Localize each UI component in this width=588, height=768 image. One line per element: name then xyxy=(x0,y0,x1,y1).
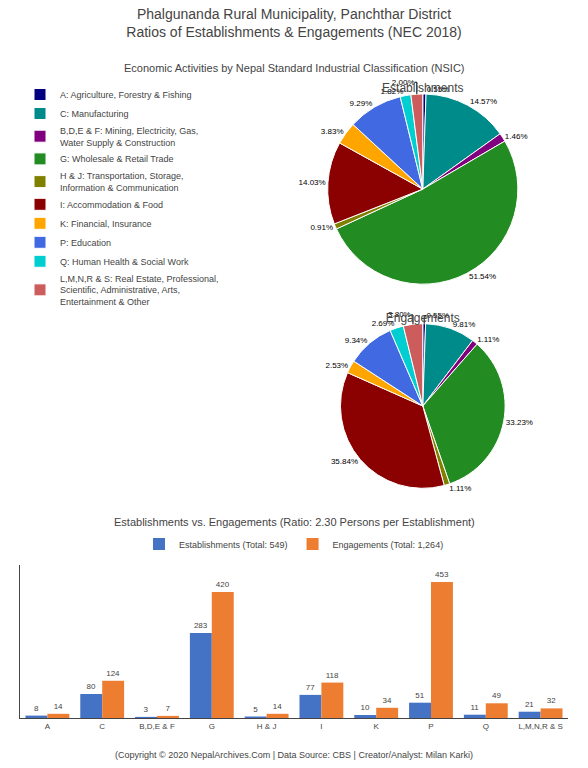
svg-text:9.34%: 9.34% xyxy=(345,336,368,345)
svg-text:1.82%: 1.82% xyxy=(381,87,404,96)
svg-text:Q: Human Health & Social Work: Q: Human Health & Social Work xyxy=(60,257,189,267)
svg-text:L,M,N,R & S: Real Estate, Prof: L,M,N,R & S: Real Estate, Professional,S… xyxy=(60,274,219,307)
svg-text:51: 51 xyxy=(415,691,424,700)
svg-text:G: G xyxy=(209,722,215,731)
svg-text:P: Education: P: Education xyxy=(60,238,111,248)
svg-text:283: 283 xyxy=(194,621,208,630)
svg-text:B,D,E & F: Mining, Electricity: B,D,E & F: Mining, Electricity, Gas,Wate… xyxy=(60,126,198,148)
svg-text:B,D,E & F: B,D,E & F xyxy=(139,722,175,731)
svg-text:14.03%: 14.03% xyxy=(299,178,326,187)
svg-text:32: 32 xyxy=(547,696,556,705)
svg-text:118: 118 xyxy=(326,671,339,680)
svg-text:Phalgunanda Rural Municipality: Phalgunanda Rural Municipality, Panchtha… xyxy=(126,6,461,40)
svg-text:3.80%: 3.80% xyxy=(388,310,411,319)
svg-text:C: C xyxy=(99,722,105,731)
svg-text:0.91%: 0.91% xyxy=(310,223,333,232)
svg-text:0.55%: 0.55% xyxy=(426,311,449,320)
svg-text:21: 21 xyxy=(525,700,534,709)
svg-text:Establishments vs. Engagements: Establishments vs. Engagements (Ratio: 2… xyxy=(114,516,475,528)
svg-text:K: K xyxy=(374,722,380,731)
svg-text:77: 77 xyxy=(306,683,315,692)
svg-text:Establishments (Total: 549): Establishments (Total: 549) xyxy=(179,540,288,550)
svg-text:9.81%: 9.81% xyxy=(453,320,476,329)
svg-text:124: 124 xyxy=(106,669,120,678)
svg-text:H & J: H & J xyxy=(257,722,277,731)
svg-text:7: 7 xyxy=(165,704,170,713)
svg-text:Establishments: Establishments xyxy=(382,81,463,95)
svg-text:1.46%: 1.46% xyxy=(505,132,528,141)
svg-text:453: 453 xyxy=(435,570,449,579)
svg-text:Q: Q xyxy=(483,722,489,731)
svg-text:Economic Activities by Nepal S: Economic Activities by Nepal Standard In… xyxy=(124,62,465,74)
svg-text:L,M,N,R & S: L,M,N,R & S xyxy=(518,722,562,731)
svg-text:33.23%: 33.23% xyxy=(506,418,533,427)
svg-text:I: Accommodation & Food: I: Accommodation & Food xyxy=(60,200,163,210)
svg-text:9.29%: 9.29% xyxy=(350,99,373,108)
svg-text:49: 49 xyxy=(492,691,501,700)
svg-text:1.11%: 1.11% xyxy=(449,484,471,493)
svg-text:420: 420 xyxy=(216,580,230,589)
svg-text:G: Wholesale & Retail Trade: G: Wholesale & Retail Trade xyxy=(60,154,174,164)
svg-text:10: 10 xyxy=(361,703,370,712)
svg-text:A: A xyxy=(45,722,51,731)
svg-text:14: 14 xyxy=(273,702,282,711)
svg-text:8: 8 xyxy=(34,704,39,713)
svg-text:2.69%: 2.69% xyxy=(372,319,395,328)
svg-text:A: Agriculture, Forestry & Fis: A: Agriculture, Forestry & Fishing xyxy=(60,90,192,100)
svg-text:K: Financial, Insurance: K: Financial, Insurance xyxy=(60,219,152,229)
svg-text:(Copyright © 2020 NepalArchive: (Copyright © 2020 NepalArchives.Com | Da… xyxy=(115,750,473,760)
svg-text:2.00%: 2.00% xyxy=(392,78,415,87)
svg-text:14: 14 xyxy=(54,702,63,711)
svg-text:C: Manufacturing: C: Manufacturing xyxy=(60,109,129,119)
svg-text:34: 34 xyxy=(382,696,391,705)
svg-text:11: 11 xyxy=(470,703,479,712)
svg-text:3: 3 xyxy=(144,705,149,714)
svg-text:5: 5 xyxy=(253,705,258,714)
svg-text:1.11%: 1.11% xyxy=(477,335,499,344)
svg-text:Engagements: Engagements xyxy=(386,311,460,325)
svg-text:35.84%: 35.84% xyxy=(331,457,358,466)
svg-text:51.54%: 51.54% xyxy=(469,272,496,281)
svg-text:H & J: Transportation, Storage: H & J: Transportation, Storage,Informati… xyxy=(60,171,184,193)
svg-text:14.57%: 14.57% xyxy=(470,97,497,106)
svg-text:3.83%: 3.83% xyxy=(321,127,344,136)
svg-text:P: P xyxy=(428,722,433,731)
svg-text:2.53%: 2.53% xyxy=(325,361,348,370)
svg-text:Engagements (Total: 1,264): Engagements (Total: 1,264) xyxy=(333,540,444,550)
svg-text:80: 80 xyxy=(87,682,96,691)
svg-text:0.55%: 0.55% xyxy=(427,85,450,94)
svg-text:I: I xyxy=(320,722,322,731)
